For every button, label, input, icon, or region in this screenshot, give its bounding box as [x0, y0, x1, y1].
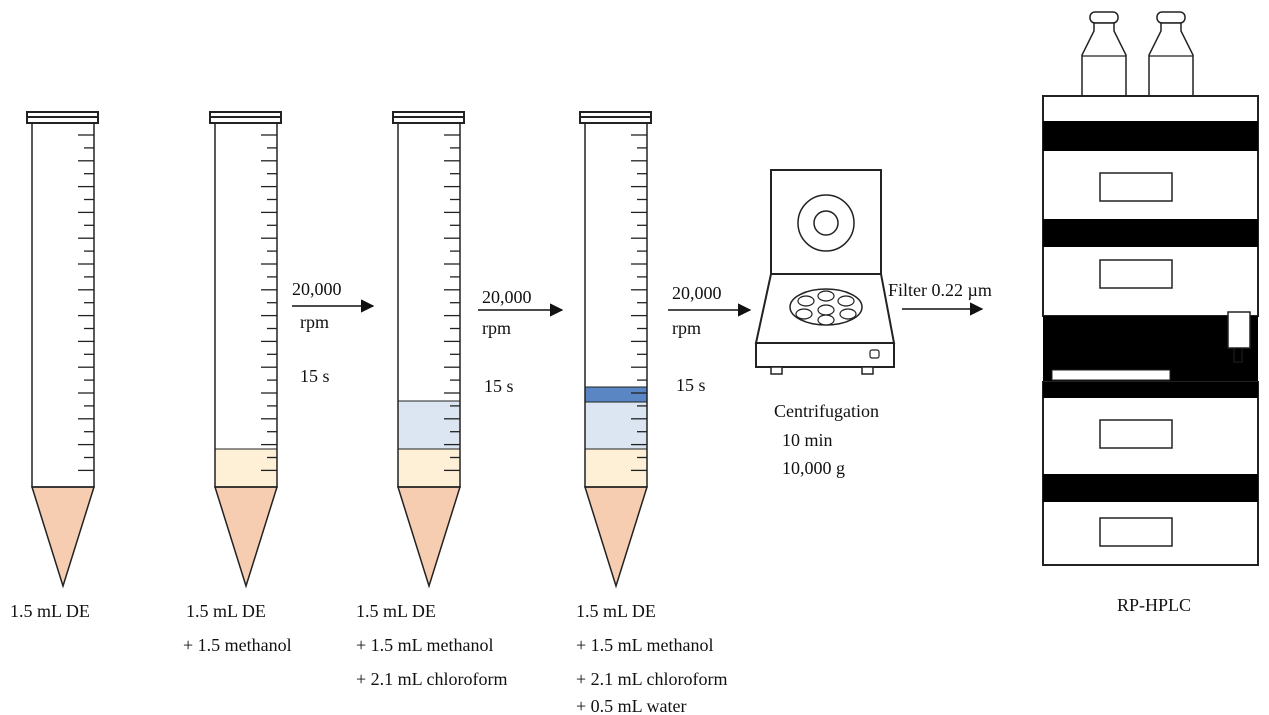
centrifuge-lid-inner-ring — [813, 210, 839, 236]
tube-2-cone-de — [213, 486, 279, 589]
filter-label: Filter 0.22 µm — [888, 280, 992, 300]
step-2: 20,000 rpm 15 s — [478, 287, 564, 396]
tube-3-graduations — [444, 134, 460, 472]
step-1-speed: 20,000 — [292, 279, 342, 299]
tube-2-methanol-layer — [214, 448, 278, 488]
hplc-instrument — [1042, 11, 1259, 566]
hplc-tray — [1051, 369, 1171, 381]
hplc-band — [1043, 219, 1258, 247]
hplc-module-window — [1099, 517, 1173, 547]
rotor-slot — [817, 304, 835, 316]
step-3-speed: 20,000 — [672, 283, 722, 303]
step-3-unit: rpm — [672, 318, 701, 338]
hplc-band — [1043, 121, 1258, 151]
tube-2-caption-2: + 1.5 methanol — [183, 635, 292, 655]
tube-1-cone-de — [30, 486, 96, 589]
hplc-band — [1043, 382, 1258, 398]
tube-2-graduations — [261, 134, 277, 472]
hplc-needle — [1233, 347, 1243, 363]
tube-3-methanol-layer — [397, 448, 461, 488]
tube-1-caption-1: 1.5 mL DE — [10, 601, 90, 621]
step-1-unit: rpm — [300, 312, 329, 332]
step-1: 20,000 rpm 15 s — [292, 279, 375, 386]
step-2-time: 15 s — [484, 376, 514, 396]
tube-4-chloroform-layer — [584, 401, 648, 450]
step-1-time: 15 s — [300, 366, 330, 386]
centrifuge-button — [869, 349, 880, 359]
hplc-module-window — [1099, 259, 1173, 289]
tube-2-caption-1: 1.5 mL DE — [186, 601, 266, 621]
rotor-slot — [817, 290, 835, 302]
centrifuge-force: 10,000 g — [782, 458, 845, 478]
hplc-module-window — [1099, 419, 1173, 449]
hplc-injector-port — [1227, 311, 1251, 349]
rotor-slot — [795, 308, 813, 320]
tube-1-graduations — [78, 134, 94, 472]
tube-4-caption-4: + 0.5 mL water — [576, 696, 686, 715]
rotor-slot — [839, 308, 857, 320]
tube-4-water-layer — [584, 386, 648, 403]
tube-4-body — [584, 122, 648, 488]
tube-4-graduations — [631, 134, 647, 472]
centrifuge — [754, 169, 896, 375]
step-2-speed: 20,000 — [482, 287, 532, 307]
tube-3-caption-1: 1.5 mL DE — [356, 601, 436, 621]
tube-1 — [26, 111, 99, 589]
step-2-unit: rpm — [482, 318, 511, 338]
hplc-band — [1043, 474, 1258, 502]
tube-4-caption-1: 1.5 mL DE — [576, 601, 656, 621]
hplc-label: RP-HPLC — [1117, 595, 1191, 615]
tube-3-caption-3: + 2.1 mL chloroform — [356, 669, 507, 689]
tube-3-chloroform-layer — [397, 400, 461, 450]
solvent-bottle-right — [1148, 11, 1194, 97]
tube-3-cone-de — [396, 486, 462, 589]
tube-2-body — [214, 122, 278, 488]
tube-3-caption-2: + 1.5 mL methanol — [356, 635, 493, 655]
centrifuge-foot-left — [770, 366, 783, 375]
step-3-time: 15 s — [676, 375, 706, 395]
tube-4-methanol-layer — [584, 448, 648, 488]
centrifuge-title: Centrifugation — [774, 401, 879, 421]
step-3: 20,000 rpm 15 s — [668, 283, 752, 395]
centrifuge-foot-right — [861, 366, 874, 375]
tube-4 — [579, 111, 652, 589]
tube-4-cone-de — [583, 486, 649, 589]
rotor-slot — [837, 295, 855, 307]
rotor-slot — [817, 314, 835, 326]
rotor-slot — [797, 295, 815, 307]
centrifuge-time: 10 min — [782, 430, 833, 450]
solvent-bottle-left — [1081, 11, 1127, 97]
tube-3 — [392, 111, 465, 589]
tube-4-caption-3: + 2.1 mL chloroform — [576, 669, 727, 689]
tube-4-caption-2: + 1.5 mL methanol — [576, 635, 713, 655]
tube-3-body — [397, 122, 461, 488]
hplc-module-window — [1099, 172, 1173, 202]
tube-1-body — [31, 122, 95, 488]
tube-2 — [209, 111, 282, 589]
